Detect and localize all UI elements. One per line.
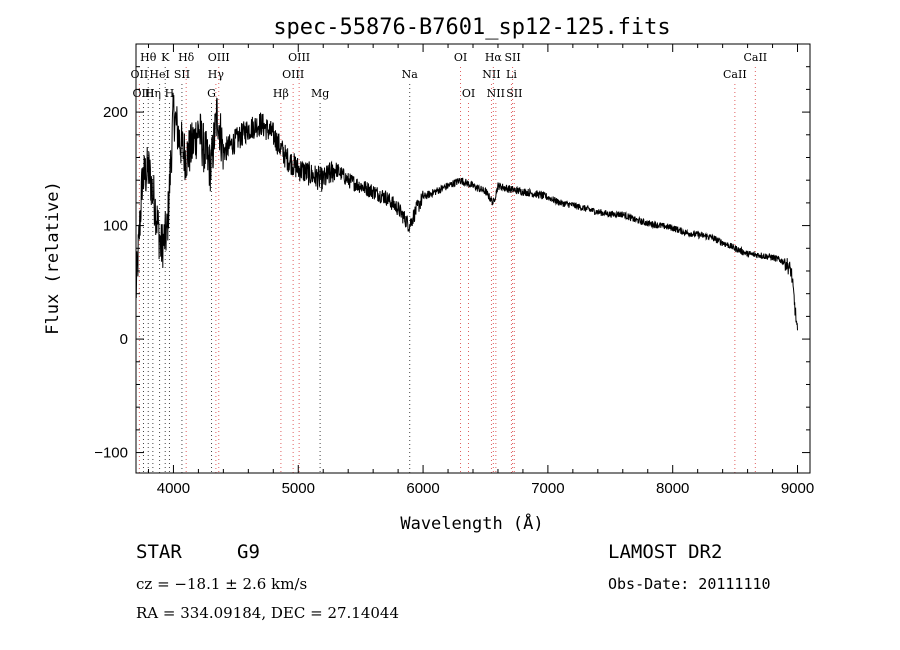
x-tick-label: 7000 [531, 480, 564, 497]
emission-line-label: Hβ [273, 87, 289, 100]
emission-line-label: NII [487, 87, 505, 100]
spectrum-line [135, 92, 798, 331]
emission-line-label: NII [482, 68, 500, 81]
x-axis-label: Wavelength (Å) [400, 512, 543, 534]
survey-name: LAMOST DR2 [608, 541, 723, 563]
absorption-line-label: Mg [311, 87, 329, 100]
x-tick-label: 4000 [157, 480, 190, 497]
x-tick-label: 5000 [282, 480, 315, 497]
y-tick-label: −100 [94, 445, 128, 462]
redshift-value: cz = −18.1 ± 2.6 km/s [136, 575, 308, 593]
emission-line-label: Hα [485, 51, 503, 64]
y-axis-label: Flux (relative) [43, 181, 63, 335]
absorption-line-label: HeI [149, 68, 169, 81]
emission-line-label: OIII [282, 68, 304, 81]
emission-line-label: Hδ [178, 51, 195, 64]
absorption-line-label: Hη [145, 87, 161, 100]
emission-line-label: Hγ [208, 68, 225, 81]
observation-date: Obs-Date: 20111110 [608, 575, 771, 593]
absorption-line-label: H [165, 87, 175, 100]
absorption-line-label: G [207, 87, 216, 100]
line-markers: OIII Hθ Hη HeI K H SII G Mg Na OII Hδ Hγ OIII Hβ OIII OI… [131, 51, 767, 473]
emission-line-label: OII [131, 68, 149, 81]
object-subclass: G9 [237, 541, 260, 563]
coordinates: RA = 334.09184, DEC = 27.14044 [136, 604, 400, 622]
absorption-line-label: SII [174, 68, 190, 81]
emission-line-label: CaII [723, 68, 747, 81]
spectrum-series [135, 92, 798, 331]
emission-line-label: OI [454, 51, 467, 64]
emission-line-label: Li [506, 68, 517, 81]
emission-line-label: CaII [743, 51, 767, 64]
y-tick-label: 200 [103, 104, 128, 121]
axis-ticks: 4000 5000 6000 7000 8000 9000 −100 0 100 200 [94, 44, 814, 497]
emission-line-label: OIII [208, 51, 230, 64]
emission-line-label: OI [462, 87, 475, 100]
absorption-line-label: Na [402, 68, 419, 81]
emission-line-label: OIII [288, 51, 310, 64]
absorption-line-label: Hθ [140, 51, 157, 64]
x-tick-label: 6000 [406, 480, 439, 497]
y-tick-label: 100 [103, 218, 128, 235]
chart-title: spec-55876-B7601_sp12-125.fits [273, 15, 670, 40]
x-tick-label: 8000 [656, 480, 689, 497]
emission-line-label: SII [504, 51, 520, 64]
x-tick-label: 9000 [781, 480, 814, 497]
absorption-line-label: K [161, 51, 170, 64]
plot-frame [135, 43, 811, 474]
emission-line-label: SII [506, 87, 522, 100]
object-class: STAR [136, 541, 182, 563]
y-tick-label: 0 [120, 331, 128, 348]
absorption-line-label: OIII [132, 87, 154, 100]
